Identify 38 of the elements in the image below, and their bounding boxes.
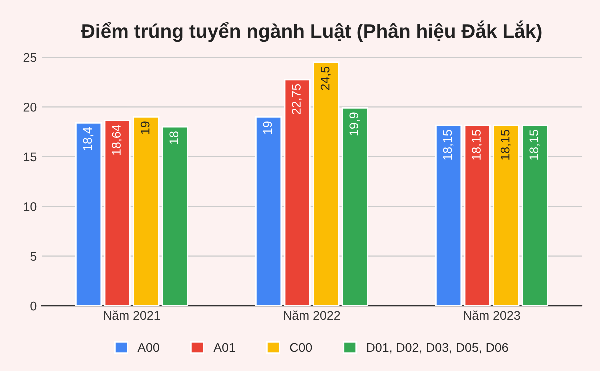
y-tick-label: 15 (24, 152, 37, 162)
data-label: 18,64 (112, 125, 122, 156)
legend-label: D01, D02, D03, D05, D06 (367, 343, 508, 354)
bar (313, 62, 340, 306)
bar (284, 79, 311, 306)
bar (256, 116, 282, 306)
chart-title: Điểm trúng tuyển ngành Luật (Phân hiệu Đắk Lắk) (81, 20, 542, 42)
legend-label: A01 (214, 343, 236, 352)
data-label: 24,5 (320, 66, 332, 90)
y-tick-label: 10 (24, 202, 37, 212)
bar (464, 124, 491, 306)
y-tick-label: 25 (24, 53, 37, 62)
x-tick-label: Năm 2021 (104, 310, 160, 320)
y-tick-label: 20 (24, 103, 37, 112)
data-label: 19,9 (350, 112, 360, 136)
x-tick-label: Năm 2023 (464, 310, 520, 320)
data-label: 18,15 (443, 130, 454, 160)
y-tick-label: 5 (30, 252, 37, 262)
data-label: 18,15 (530, 130, 540, 160)
data-label: 18,4 (83, 127, 94, 150)
data-label: 18,15 (500, 130, 512, 160)
bar (522, 124, 548, 306)
bar (342, 108, 368, 306)
data-label: 18 (170, 132, 179, 144)
data-label: 18,15 (472, 130, 482, 160)
data-label: 19 (140, 122, 150, 134)
legend-label: A00 (138, 343, 160, 352)
data-label: 19 (263, 122, 272, 134)
y-tick-label: 0 (30, 302, 37, 311)
data-label: 22,75 (292, 84, 302, 114)
bar (493, 124, 520, 306)
bar (436, 124, 462, 306)
bar (104, 120, 131, 306)
legend-label: C00 (290, 343, 312, 352)
x-tick-label: Năm 2022 (284, 310, 340, 320)
bar (162, 126, 188, 306)
bar (76, 122, 102, 306)
bar (133, 116, 160, 306)
